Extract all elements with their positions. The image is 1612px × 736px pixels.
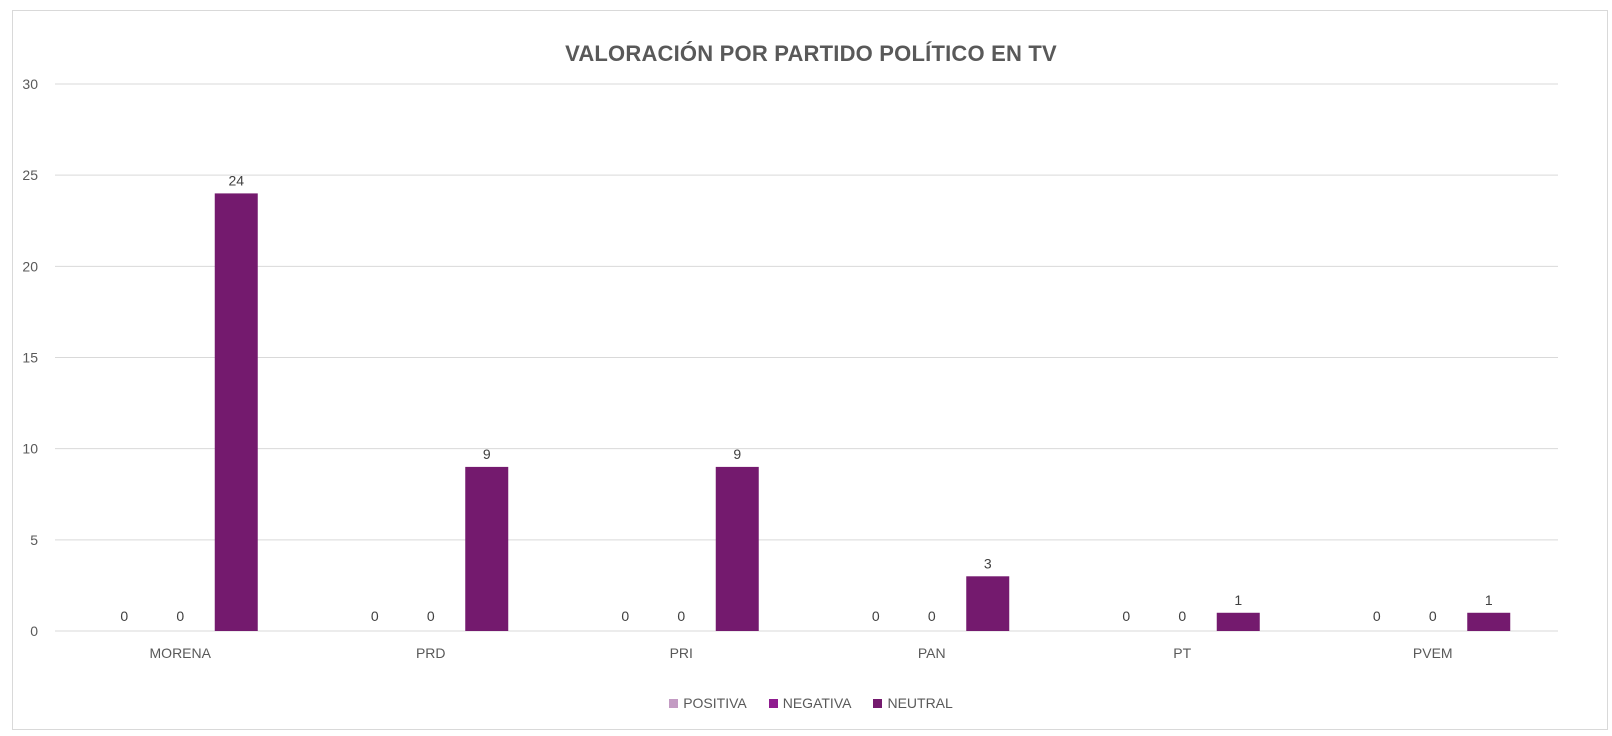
data-label: 1 (1485, 592, 1493, 608)
y-tick-label: 15 (22, 350, 38, 366)
y-tick-label: 0 (30, 623, 38, 639)
data-label: 0 (371, 608, 379, 624)
x-category-label: PRD (416, 645, 446, 661)
y-tick-label: 30 (22, 76, 38, 92)
data-label: 1 (1234, 592, 1242, 608)
data-label: 3 (984, 555, 992, 571)
bar-neutral-pri (715, 466, 759, 631)
x-category-label: PAN (918, 645, 946, 661)
data-label: 0 (1429, 608, 1437, 624)
data-label: 0 (928, 608, 936, 624)
legend-swatch (768, 698, 778, 708)
legend-item-negativa: NEGATIVA (768, 695, 852, 711)
chart-frame: VALORACIÓN POR PARTIDO POLÍTICO EN TV 0 5… (12, 10, 1608, 730)
data-label: 0 (176, 608, 184, 624)
data-label: 0 (1373, 608, 1381, 624)
data-labels: 0 0 24 0 0 9 0 0 9 0 0 3 0 0 1 0 0 1 (120, 172, 1493, 624)
chart-title: VALORACIÓN POR PARTIDO POLÍTICO EN TV (565, 41, 1057, 66)
legend: POSITIVA NEGATIVA NEUTRAL (13, 695, 1609, 711)
data-label: 0 (872, 608, 880, 624)
y-axis-ticks: 0 5 10 15 20 25 30 (22, 76, 38, 639)
x-category-label: PRI (670, 645, 693, 661)
data-label: 9 (733, 446, 741, 462)
y-tick-label: 10 (22, 441, 38, 457)
legend-label: POSITIVA (683, 695, 747, 711)
data-label: 0 (1178, 608, 1186, 624)
bars (214, 193, 1511, 631)
y-tick-label: 20 (22, 258, 38, 274)
x-category-label: PVEM (1413, 645, 1453, 661)
bar-neutral-pt (1216, 612, 1260, 631)
legend-item-neutral: NEUTRAL (873, 695, 953, 711)
y-tick-label: 25 (22, 167, 38, 183)
gridlines (55, 83, 1558, 632)
legend-label: NEUTRAL (887, 695, 953, 711)
bar-neutral-prd (465, 466, 509, 631)
legend-label: NEGATIVA (782, 695, 852, 711)
x-category-label: PT (1173, 645, 1191, 661)
data-label: 0 (120, 608, 128, 624)
data-label: 0 (677, 608, 685, 624)
data-label: 0 (621, 608, 629, 624)
bar-neutral-morena (214, 193, 258, 631)
x-axis-categories: MORENA PRD PRI PAN PT PVEM (150, 645, 1453, 661)
y-tick-label: 5 (30, 532, 38, 548)
x-category-label: MORENA (150, 645, 212, 661)
legend-swatch (669, 698, 679, 708)
bar-neutral-pan (966, 576, 1010, 631)
data-label: 9 (483, 446, 491, 462)
data-label: 0 (1122, 608, 1130, 624)
data-label: 0 (427, 608, 435, 624)
legend-item-positiva: POSITIVA (669, 695, 747, 711)
data-label: 24 (228, 172, 244, 188)
legend-swatch (873, 698, 883, 708)
bar-neutral-pvem (1467, 612, 1511, 631)
